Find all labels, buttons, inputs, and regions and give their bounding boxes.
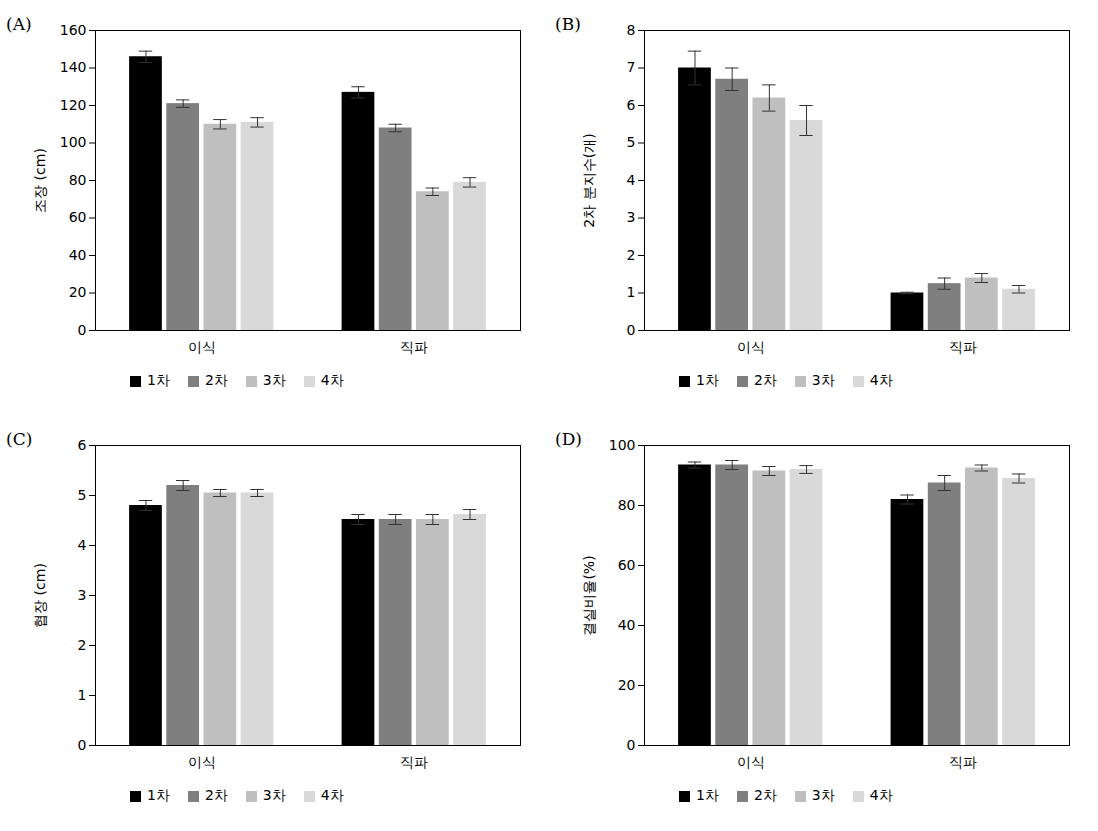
svg-text:직파: 직파	[400, 339, 428, 355]
html-text:3차: 3차	[262, 787, 286, 803]
svg-text:0: 0	[627, 737, 636, 753]
svg-text:조장 (cm): 조장 (cm)	[32, 148, 48, 213]
svg-text:2: 2	[627, 247, 636, 263]
svg-text:직파: 직파	[949, 754, 977, 770]
svg-text:80: 80	[69, 172, 87, 188]
svg-text:20: 20	[618, 677, 636, 693]
svg-text:이식: 이식	[737, 339, 765, 355]
svg-text:8: 8	[627, 22, 636, 38]
svg-text:4: 4	[627, 172, 636, 188]
html-text:(A): (A)	[6, 14, 32, 34]
svg-text:20: 20	[69, 284, 87, 300]
svg-text:3: 3	[78, 587, 87, 603]
svg-text:직파: 직파	[400, 754, 428, 770]
svg-text:140: 140	[60, 59, 87, 75]
html-text:1차: 1차	[147, 787, 170, 803]
svg-text:0: 0	[78, 322, 87, 338]
svg-text:0: 0	[627, 322, 636, 338]
svg-text:100: 100	[609, 437, 636, 453]
html-text:3차: 3차	[811, 787, 835, 803]
svg-text:이식: 이식	[188, 754, 216, 770]
svg-text:80: 80	[618, 497, 636, 513]
html-text:2차: 2차	[204, 787, 228, 803]
svg-text:직파: 직파	[949, 339, 977, 355]
html-text:4차: 4차	[320, 787, 344, 803]
svg-text:3: 3	[627, 209, 636, 225]
html-text:(D): (D)	[555, 429, 582, 449]
html-text:4차: 4차	[320, 372, 344, 388]
svg-text:5: 5	[78, 487, 87, 503]
svg-text:120: 120	[60, 97, 87, 113]
svg-text:이식: 이식	[737, 754, 765, 770]
svg-text:1: 1	[78, 687, 87, 703]
html-text:3차: 3차	[262, 372, 286, 388]
svg-text:2: 2	[78, 637, 87, 653]
html-text:(C): (C)	[6, 429, 33, 449]
svg-text:6: 6	[627, 97, 636, 113]
svg-text:결실비율(%): 결실비율(%)	[581, 555, 597, 635]
html-text:4차: 4차	[869, 372, 893, 388]
svg-text:100: 100	[60, 134, 87, 150]
svg-text:5: 5	[627, 134, 636, 150]
html-text:1차: 1차	[147, 372, 170, 388]
svg-text:협장 (cm): 협장 (cm)	[32, 563, 48, 628]
svg-text:0: 0	[78, 737, 87, 753]
svg-text:40: 40	[618, 617, 636, 633]
svg-text:40: 40	[69, 247, 87, 263]
svg-text:60: 60	[69, 209, 87, 225]
html-text:2차: 2차	[753, 372, 777, 388]
svg-text:2차 분지수(개): 2차 분지수(개)	[581, 133, 597, 227]
html-text:4차: 4차	[869, 787, 893, 803]
html-text:1차: 1차	[696, 787, 719, 803]
svg-text:4: 4	[78, 537, 87, 553]
svg-text:7: 7	[627, 59, 636, 75]
svg-text:1: 1	[627, 284, 636, 300]
html-text:1차: 1차	[696, 372, 719, 388]
html-text:2차: 2차	[204, 372, 228, 388]
svg-text:이식: 이식	[188, 339, 216, 355]
html-text:2차: 2차	[753, 787, 777, 803]
html-text:3차: 3차	[811, 372, 835, 388]
svg-text:60: 60	[618, 557, 636, 573]
svg-text:6: 6	[78, 437, 87, 453]
html-text:(B): (B)	[555, 14, 581, 34]
svg-text:160: 160	[60, 22, 87, 38]
